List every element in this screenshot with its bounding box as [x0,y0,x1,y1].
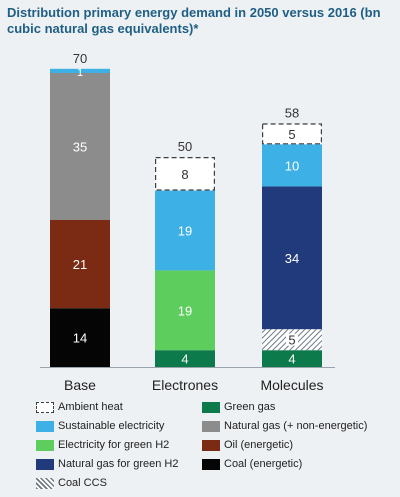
bar-segment-molecules-sustainable-electricity [262,144,322,187]
legend-swatch-electricity-for-green-h2 [36,439,54,451]
data-label-molecules-sustainable-electricity: 10 [285,158,299,173]
bar-segment-base-natural-gas-non-energetic [50,73,110,220]
data-label-molecules-ambient-heat: 5 [288,127,295,142]
legend-item-coal-energetic: Coal (energetic) [202,457,302,471]
data-label-electrones-green-gas: 4 [181,352,188,367]
data-label-molecules-natural-gas-for-green-h2: 34 [285,251,299,266]
bar-segment-electrones-electricity-for-green-h2 [155,270,215,351]
data-label-electrones-ambient-heat: 8 [181,167,188,182]
legend-swatch-sustainable-electricity [36,420,54,432]
legend-item-natural-gas-for-green-h2: Natural gas for green H2 [36,457,178,471]
legend-item-coal-ccs: Coal CCS [36,476,107,490]
total-label-base: 70 [73,51,87,66]
data-label-base-natural-gas-non-energetic: 35 [73,140,87,155]
bar-segment-molecules-ambient-heat [262,123,323,145]
legend-item-ambient-heat: Ambient heat [36,400,123,414]
data-label-base-coal-energetic: 14 [73,331,87,346]
data-label-electrones-electricity-for-green-h2: 19 [178,303,192,318]
legend-swatch-coal-energetic [202,458,220,470]
legend-label-oil-energetic: Oil (energetic) [224,439,294,451]
data-label-base-oil-energetic: 21 [73,257,87,272]
label-bg-molecules-coal-ccs [286,333,298,346]
bar-segment-molecules-green-gas [262,350,322,367]
bar-segment-molecules-natural-gas-for-green-h2 [262,186,322,330]
data-label-molecules-green-gas: 4 [288,352,295,367]
legend-swatch-natural-gas-non-energetic [202,420,220,432]
legend-label-electricity-for-green-h2: Electricity for green H2 [58,439,170,451]
legend-item-green-gas: Green gas [202,400,275,414]
bar-segment-base-coal-energetic [50,308,110,367]
legend-item-natural-gas-non-energetic: Natural gas (+ non-energetic) [202,419,367,433]
bar-segment-base-oil-energetic [50,220,110,309]
legend-label-sustainable-electricity: Sustainable electricity [58,420,165,432]
legend-label-coal-energetic: Coal (energetic) [224,458,303,470]
bar-segment-electrones-green-gas [155,350,215,367]
data-label-molecules-coal-ccs: 5 [288,333,295,348]
category-label-base: Base [64,377,96,393]
legend-swatch-coal-ccs [36,477,54,489]
category-label-electrones: Electrones [152,377,218,393]
chart-title: Distribution primary energy demand in 20… [7,5,381,36]
legend-label-green-gas: Green gas [224,401,276,413]
legend-item-oil-energetic: Oil (energetic) [202,438,293,452]
total-label-electrones: 50 [178,139,192,154]
legend-swatch-natural-gas-for-green-h2 [36,458,54,470]
legend-label-natural-gas-for-green-h2: Natural gas for green H2 [58,458,179,470]
total-label-molecules: 58 [285,105,299,120]
category-label-molecules: Molecules [260,377,323,393]
legend-item-sustainable-electricity: Sustainable electricity [36,419,164,433]
bar-segment-electrones-sustainable-electricity [155,190,215,271]
legend-label-natural-gas-non-energetic: Natural gas (+ non-energetic) [224,420,368,432]
data-label-electrones-sustainable-electricity: 19 [178,224,192,239]
legend-item-electricity-for-green-h2: Electricity for green H2 [36,438,169,452]
data-label-base-sustainable-electricity: 1 [77,67,83,79]
bar-segment-base-sustainable-electricity [50,68,110,73]
legend-label-ambient-heat: Ambient heat [58,401,123,413]
legend-swatch-oil-energetic [202,439,220,451]
legend-swatch-green-gas [202,401,220,413]
legend-swatch-ambient-heat [36,401,54,413]
legend-label-coal-ccs: Coal CCS [58,477,107,489]
bar-segment-electrones-ambient-heat [155,157,216,191]
